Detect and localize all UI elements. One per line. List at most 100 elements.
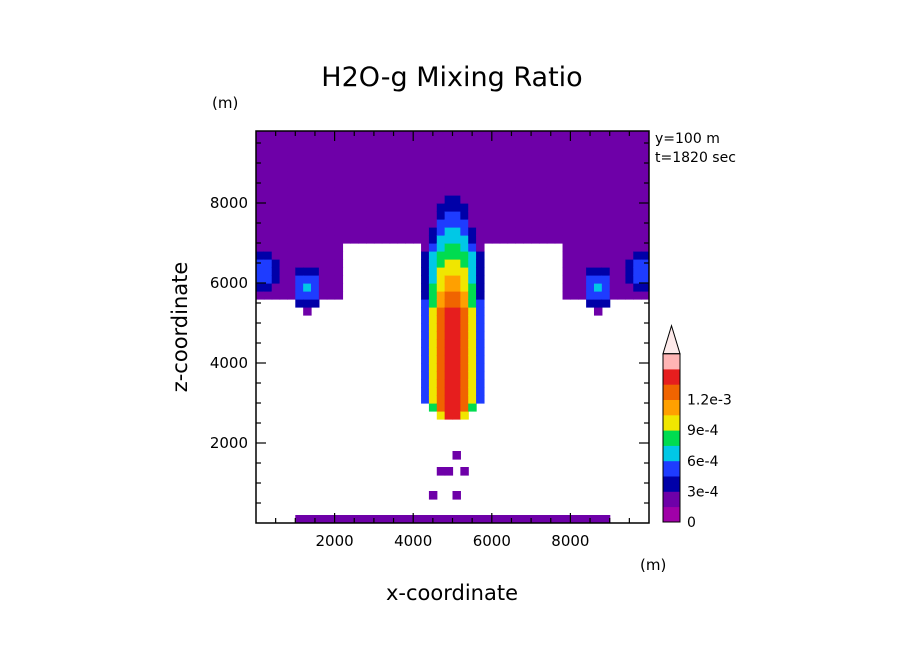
field-cell [436, 243, 446, 252]
field-cell [523, 179, 532, 188]
field-cell [421, 243, 430, 252]
field-cell [507, 179, 516, 188]
field-cell [326, 275, 336, 284]
field-cell [342, 235, 351, 244]
field-cell [641, 235, 649, 244]
field-cell [381, 195, 391, 204]
field-cell [468, 323, 477, 332]
field-cell [444, 155, 454, 164]
field-cell [523, 139, 532, 148]
field-cell [452, 355, 461, 364]
field-cell [358, 139, 367, 148]
field-cell [609, 259, 619, 268]
field-cell [279, 147, 289, 156]
field-cell [468, 251, 477, 260]
colorbar-frame [662, 353, 681, 523]
field-cell [593, 139, 603, 148]
field-cell [279, 235, 289, 244]
field-cell [444, 363, 454, 372]
field-cell [342, 187, 351, 196]
field-cell [468, 363, 477, 372]
field-cell [303, 259, 312, 268]
field-cell [515, 219, 524, 228]
field-cell [358, 235, 367, 244]
field-cell [295, 187, 304, 196]
field-cell [531, 235, 540, 244]
field-cell [373, 203, 383, 212]
field-cell [491, 187, 501, 196]
field-cell [452, 203, 461, 212]
field-cell [436, 331, 446, 340]
field-cell [641, 155, 649, 164]
field-cell [460, 259, 469, 268]
field-cell [381, 211, 391, 220]
colorbar-segment [663, 445, 680, 462]
field-cell [334, 195, 344, 204]
field-cell [523, 131, 532, 140]
field-cell [334, 203, 344, 212]
field-cell [428, 403, 438, 412]
field-cell [499, 195, 509, 204]
field-cell [326, 267, 336, 276]
field-cell [546, 139, 556, 148]
field-cell [287, 227, 296, 236]
field-cell [578, 195, 587, 204]
field-cell [460, 211, 469, 220]
field-cell [617, 147, 627, 156]
field-cell [476, 339, 485, 348]
field-cell [389, 187, 399, 196]
field-cell [311, 211, 320, 220]
field-cell [311, 203, 320, 212]
field-cell [389, 155, 399, 164]
field-cell [633, 283, 642, 292]
field-cell [358, 203, 367, 212]
field-cell [538, 195, 548, 204]
field-cell [460, 171, 469, 180]
field-cell [460, 371, 469, 380]
field-cell [601, 179, 611, 188]
field-cell [452, 515, 461, 523]
field-cell [641, 267, 649, 276]
field-cell [483, 195, 493, 204]
field-cell [554, 211, 564, 220]
field-cell [326, 147, 336, 156]
field-cell [256, 291, 265, 300]
field-cell [578, 515, 587, 523]
field-cell [358, 211, 367, 220]
field-cell [601, 515, 611, 523]
field-cell [318, 155, 328, 164]
field-cell [397, 211, 406, 220]
field-cell [460, 387, 469, 396]
field-cell [476, 155, 485, 164]
field-cell [515, 235, 524, 244]
field-cell [295, 139, 304, 148]
field-cell [287, 195, 296, 204]
field-cell [397, 235, 406, 244]
field-cell [428, 171, 438, 180]
field-cell [397, 155, 406, 164]
field-cell [421, 155, 430, 164]
field-cell [468, 299, 477, 308]
field-cell [468, 147, 477, 156]
field-cell [617, 179, 627, 188]
field-cell [570, 147, 579, 156]
field-cell [452, 339, 461, 348]
field-cell [452, 211, 461, 220]
field-cell [271, 219, 281, 228]
field-cell [468, 275, 477, 284]
field-cell [617, 203, 627, 212]
field-cell [421, 219, 430, 228]
field-cell [593, 227, 603, 236]
field-cell [460, 467, 469, 476]
field-cell [578, 219, 587, 228]
field-cell [436, 387, 446, 396]
field-cell [507, 235, 516, 244]
field-cell [460, 331, 469, 340]
field-cell [358, 515, 367, 523]
field-cell [326, 203, 336, 212]
field-cell [311, 155, 320, 164]
field-cell [483, 203, 493, 212]
field-cell [570, 211, 579, 220]
field-cell [468, 227, 477, 236]
field-cell [523, 187, 532, 196]
